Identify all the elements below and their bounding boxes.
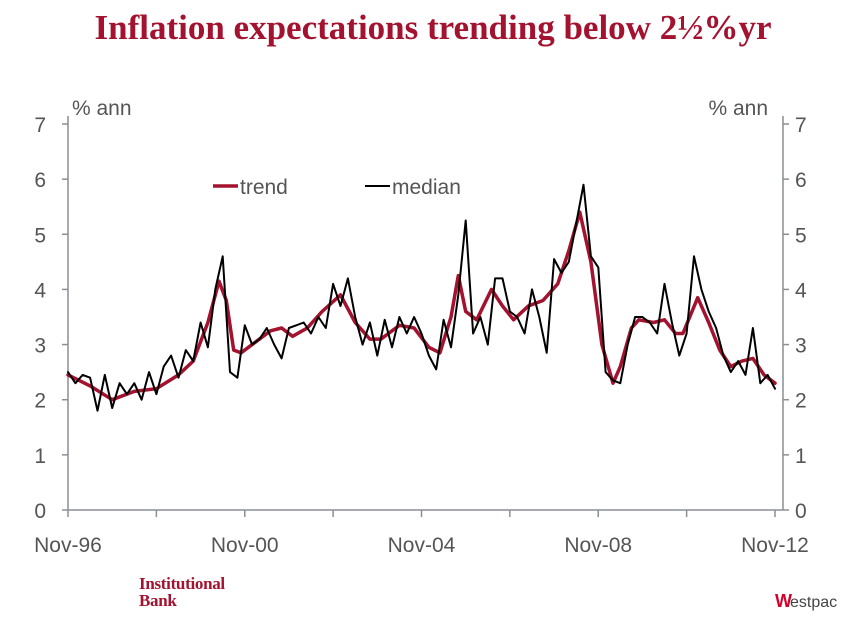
y-tick-label-left: 4 [34,279,46,302]
y-tick-label-right: 6 [795,169,807,192]
institutional-bank-logo: Institutional Bank [139,575,225,609]
chart-title: Inflation expectations trending below 2½… [94,8,772,47]
y-tick-label-left: 3 [34,335,46,358]
y-tick-label-right: 2 [795,390,807,413]
x-tick-label: Nov-12 [741,534,809,557]
y-tick-label-left: 7 [34,114,46,137]
logo-line-2: Bank [139,591,177,610]
westpac-logo: Westpac [775,591,837,612]
y-tick-label-right: 0 [795,500,807,523]
westpac-text: estpac [790,594,838,611]
y-tick-label-right: 5 [795,224,807,247]
logo-line-1: Institutional [139,574,225,593]
y-axis-right-label: % ann [708,97,768,120]
y-tick-label-left: 0 [34,500,46,523]
legend: trend median [213,176,461,199]
legend-trend-label: trend [240,176,288,199]
y-tick-label-right: 3 [795,335,807,358]
median-line [67,183,776,412]
legend-median-label: median [392,176,461,199]
y-tick-label-left: 2 [34,390,46,413]
y-tick-label-left: 1 [34,445,46,468]
y-axis-left-label: % ann [72,97,132,120]
y-tick-label-left: 5 [34,224,46,247]
y-tick-label-right: 1 [795,445,807,468]
x-tick-label: Nov-00 [211,534,279,557]
x-tick-label: Nov-08 [564,534,632,557]
y-tick-label-right: 4 [795,279,807,302]
x-tick-label: Nov-04 [388,534,456,557]
westpac-w-mark: W [775,591,792,611]
y-tick-label-right: 7 [795,114,807,137]
x-tick-label: Nov-96 [34,534,102,557]
y-tick-label-left: 6 [34,169,46,192]
